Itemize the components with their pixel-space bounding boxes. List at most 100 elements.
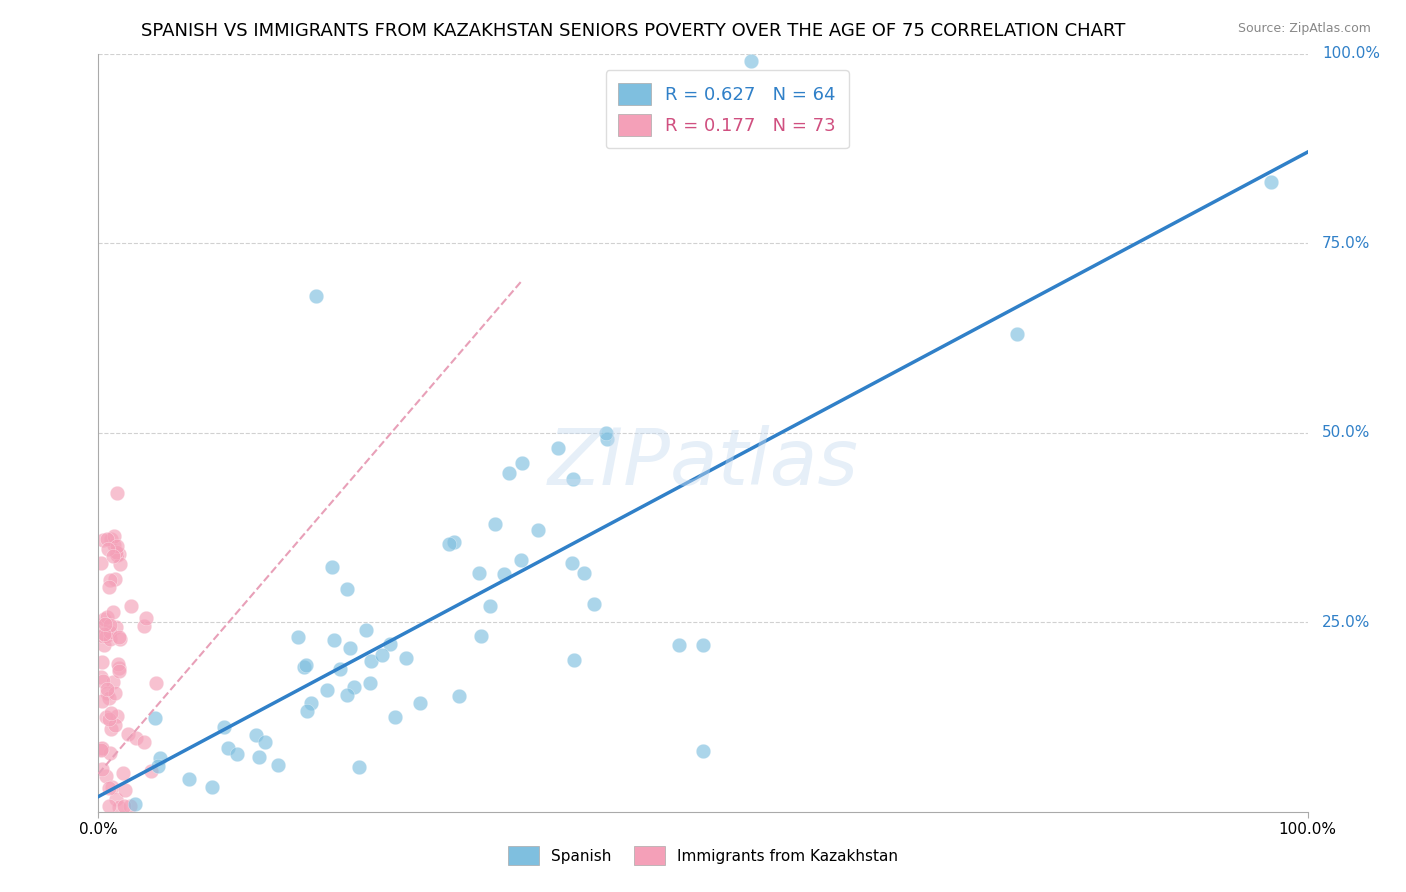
Point bbox=[132, 735, 155, 749]
Point bbox=[108, 631, 131, 645]
Point bbox=[107, 661, 129, 675]
Point bbox=[329, 662, 352, 676]
Point bbox=[254, 735, 277, 749]
Point bbox=[249, 750, 271, 764]
Point bbox=[90, 670, 112, 684]
Point bbox=[118, 799, 141, 814]
Point bbox=[107, 657, 129, 671]
Point bbox=[177, 772, 200, 786]
Point bbox=[371, 648, 394, 662]
Point bbox=[98, 632, 121, 646]
Point bbox=[510, 553, 533, 567]
Point bbox=[316, 683, 339, 698]
Point bbox=[692, 638, 714, 652]
Point bbox=[101, 674, 124, 689]
Point bbox=[582, 597, 605, 611]
Point bbox=[139, 764, 162, 778]
Point bbox=[105, 486, 128, 500]
Point bbox=[90, 618, 112, 632]
Point bbox=[100, 722, 122, 736]
Point bbox=[104, 718, 127, 732]
Point bbox=[479, 599, 502, 613]
Point bbox=[297, 704, 319, 718]
Point bbox=[93, 533, 115, 548]
Text: Source: ZipAtlas.com: Source: ZipAtlas.com bbox=[1237, 22, 1371, 36]
Text: ZIPatlas: ZIPatlas bbox=[547, 425, 859, 501]
Point bbox=[443, 535, 465, 549]
Point bbox=[449, 689, 471, 703]
Point bbox=[295, 658, 318, 673]
Point bbox=[93, 627, 115, 641]
Point bbox=[267, 757, 290, 772]
Point bbox=[98, 624, 121, 639]
Legend: Spanish, Immigrants from Kazakhstan: Spanish, Immigrants from Kazakhstan bbox=[502, 840, 904, 871]
Point bbox=[323, 633, 346, 648]
Point bbox=[96, 685, 118, 699]
Point bbox=[90, 763, 112, 777]
Point bbox=[105, 540, 128, 554]
Point bbox=[125, 731, 148, 746]
Point bbox=[91, 693, 114, 707]
Point bbox=[100, 533, 122, 547]
Point bbox=[98, 574, 121, 588]
Point bbox=[217, 740, 239, 755]
Point bbox=[527, 523, 550, 537]
Point bbox=[97, 799, 120, 814]
Point bbox=[93, 629, 115, 643]
Text: 100.0%: 100.0% bbox=[1322, 46, 1381, 61]
Point bbox=[339, 641, 361, 656]
Point bbox=[124, 797, 146, 812]
Point bbox=[321, 560, 343, 574]
Point bbox=[90, 556, 112, 570]
Point bbox=[498, 467, 520, 481]
Point bbox=[104, 620, 127, 634]
Point bbox=[100, 780, 122, 794]
Point bbox=[108, 800, 131, 814]
Point bbox=[287, 630, 309, 644]
Point bbox=[97, 712, 120, 726]
Point bbox=[395, 651, 418, 665]
Point bbox=[135, 610, 157, 624]
Point bbox=[148, 759, 170, 773]
Point bbox=[595, 425, 617, 440]
Point bbox=[94, 616, 117, 631]
Point bbox=[468, 566, 491, 580]
Point bbox=[547, 441, 569, 455]
Point bbox=[120, 599, 142, 613]
Point bbox=[96, 532, 118, 546]
Point bbox=[90, 741, 112, 756]
Point bbox=[105, 709, 128, 723]
Point bbox=[245, 728, 267, 742]
Point bbox=[692, 744, 714, 758]
Point bbox=[343, 680, 366, 694]
Point bbox=[561, 557, 583, 571]
Point bbox=[90, 743, 112, 757]
Point bbox=[1007, 327, 1029, 342]
Point bbox=[510, 456, 533, 470]
Point bbox=[103, 538, 125, 552]
Point bbox=[96, 610, 118, 624]
Point bbox=[90, 656, 112, 670]
Point bbox=[562, 653, 585, 667]
Point bbox=[103, 529, 125, 543]
Point bbox=[90, 741, 112, 756]
Point bbox=[100, 706, 122, 720]
Point bbox=[104, 573, 127, 587]
Point bbox=[93, 612, 115, 626]
Point bbox=[112, 798, 135, 813]
Text: 25.0%: 25.0% bbox=[1322, 615, 1371, 630]
Point bbox=[104, 545, 127, 559]
Point bbox=[384, 709, 406, 723]
Point bbox=[740, 54, 762, 69]
Legend: R = 0.627   N = 64, R = 0.177   N = 73: R = 0.627 N = 64, R = 0.177 N = 73 bbox=[606, 70, 849, 148]
Point bbox=[104, 686, 127, 700]
Point bbox=[409, 697, 432, 711]
Point bbox=[101, 605, 124, 619]
Point bbox=[562, 472, 585, 486]
Point bbox=[94, 769, 117, 783]
Point bbox=[97, 580, 120, 594]
Point bbox=[143, 711, 166, 725]
Point bbox=[359, 676, 381, 690]
Point bbox=[292, 660, 315, 674]
Point bbox=[134, 619, 156, 633]
